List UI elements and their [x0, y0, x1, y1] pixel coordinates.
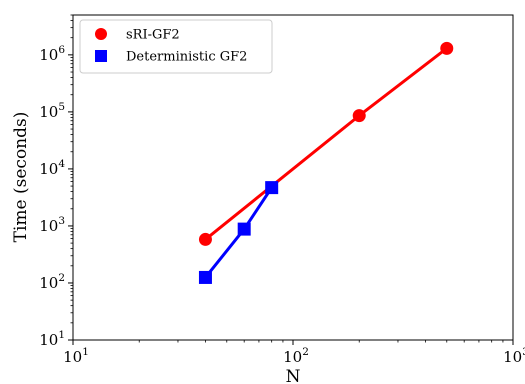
data-point-deterministic-gf2	[237, 222, 251, 236]
y-tick-label: 101	[39, 329, 65, 349]
series-line-sri-gf2	[204, 47, 448, 241]
legend-marker-deterministic-gf2	[95, 50, 107, 62]
series-layer	[198, 41, 454, 284]
x-tick-label: 103	[503, 346, 525, 366]
y-tick-label: 106	[39, 44, 65, 64]
data-point-sri-gf2	[352, 109, 366, 123]
y-axis-label: Time (seconds)	[11, 112, 31, 243]
legend-box	[79, 19, 273, 74]
ticks-layer: 101 102 103 101 102 103 104 105 106	[39, 14, 525, 366]
data-point-deterministic-gf2	[265, 181, 279, 195]
data-point-sri-gf2	[198, 232, 212, 246]
y-tick-label: 104	[39, 158, 65, 178]
y-tick-label: 103	[39, 215, 65, 235]
y-tick-label: 102	[39, 272, 65, 292]
y-tick-label: 105	[39, 101, 65, 121]
x-axis-label: N	[286, 367, 301, 384]
x-tick-label: 102	[283, 346, 309, 366]
legend-marker-sri-gf2	[95, 28, 107, 40]
legend-label-deterministic-gf2: Deterministic GF2	[126, 50, 247, 65]
data-point-deterministic-gf2	[198, 270, 212, 284]
data-point-sri-gf2	[440, 41, 454, 55]
legend-label-sri-gf2: sRI-GF2	[126, 28, 180, 43]
legend: sRI-GF2 Deterministic GF2	[79, 19, 273, 74]
x-tick-label: 101	[63, 346, 89, 366]
